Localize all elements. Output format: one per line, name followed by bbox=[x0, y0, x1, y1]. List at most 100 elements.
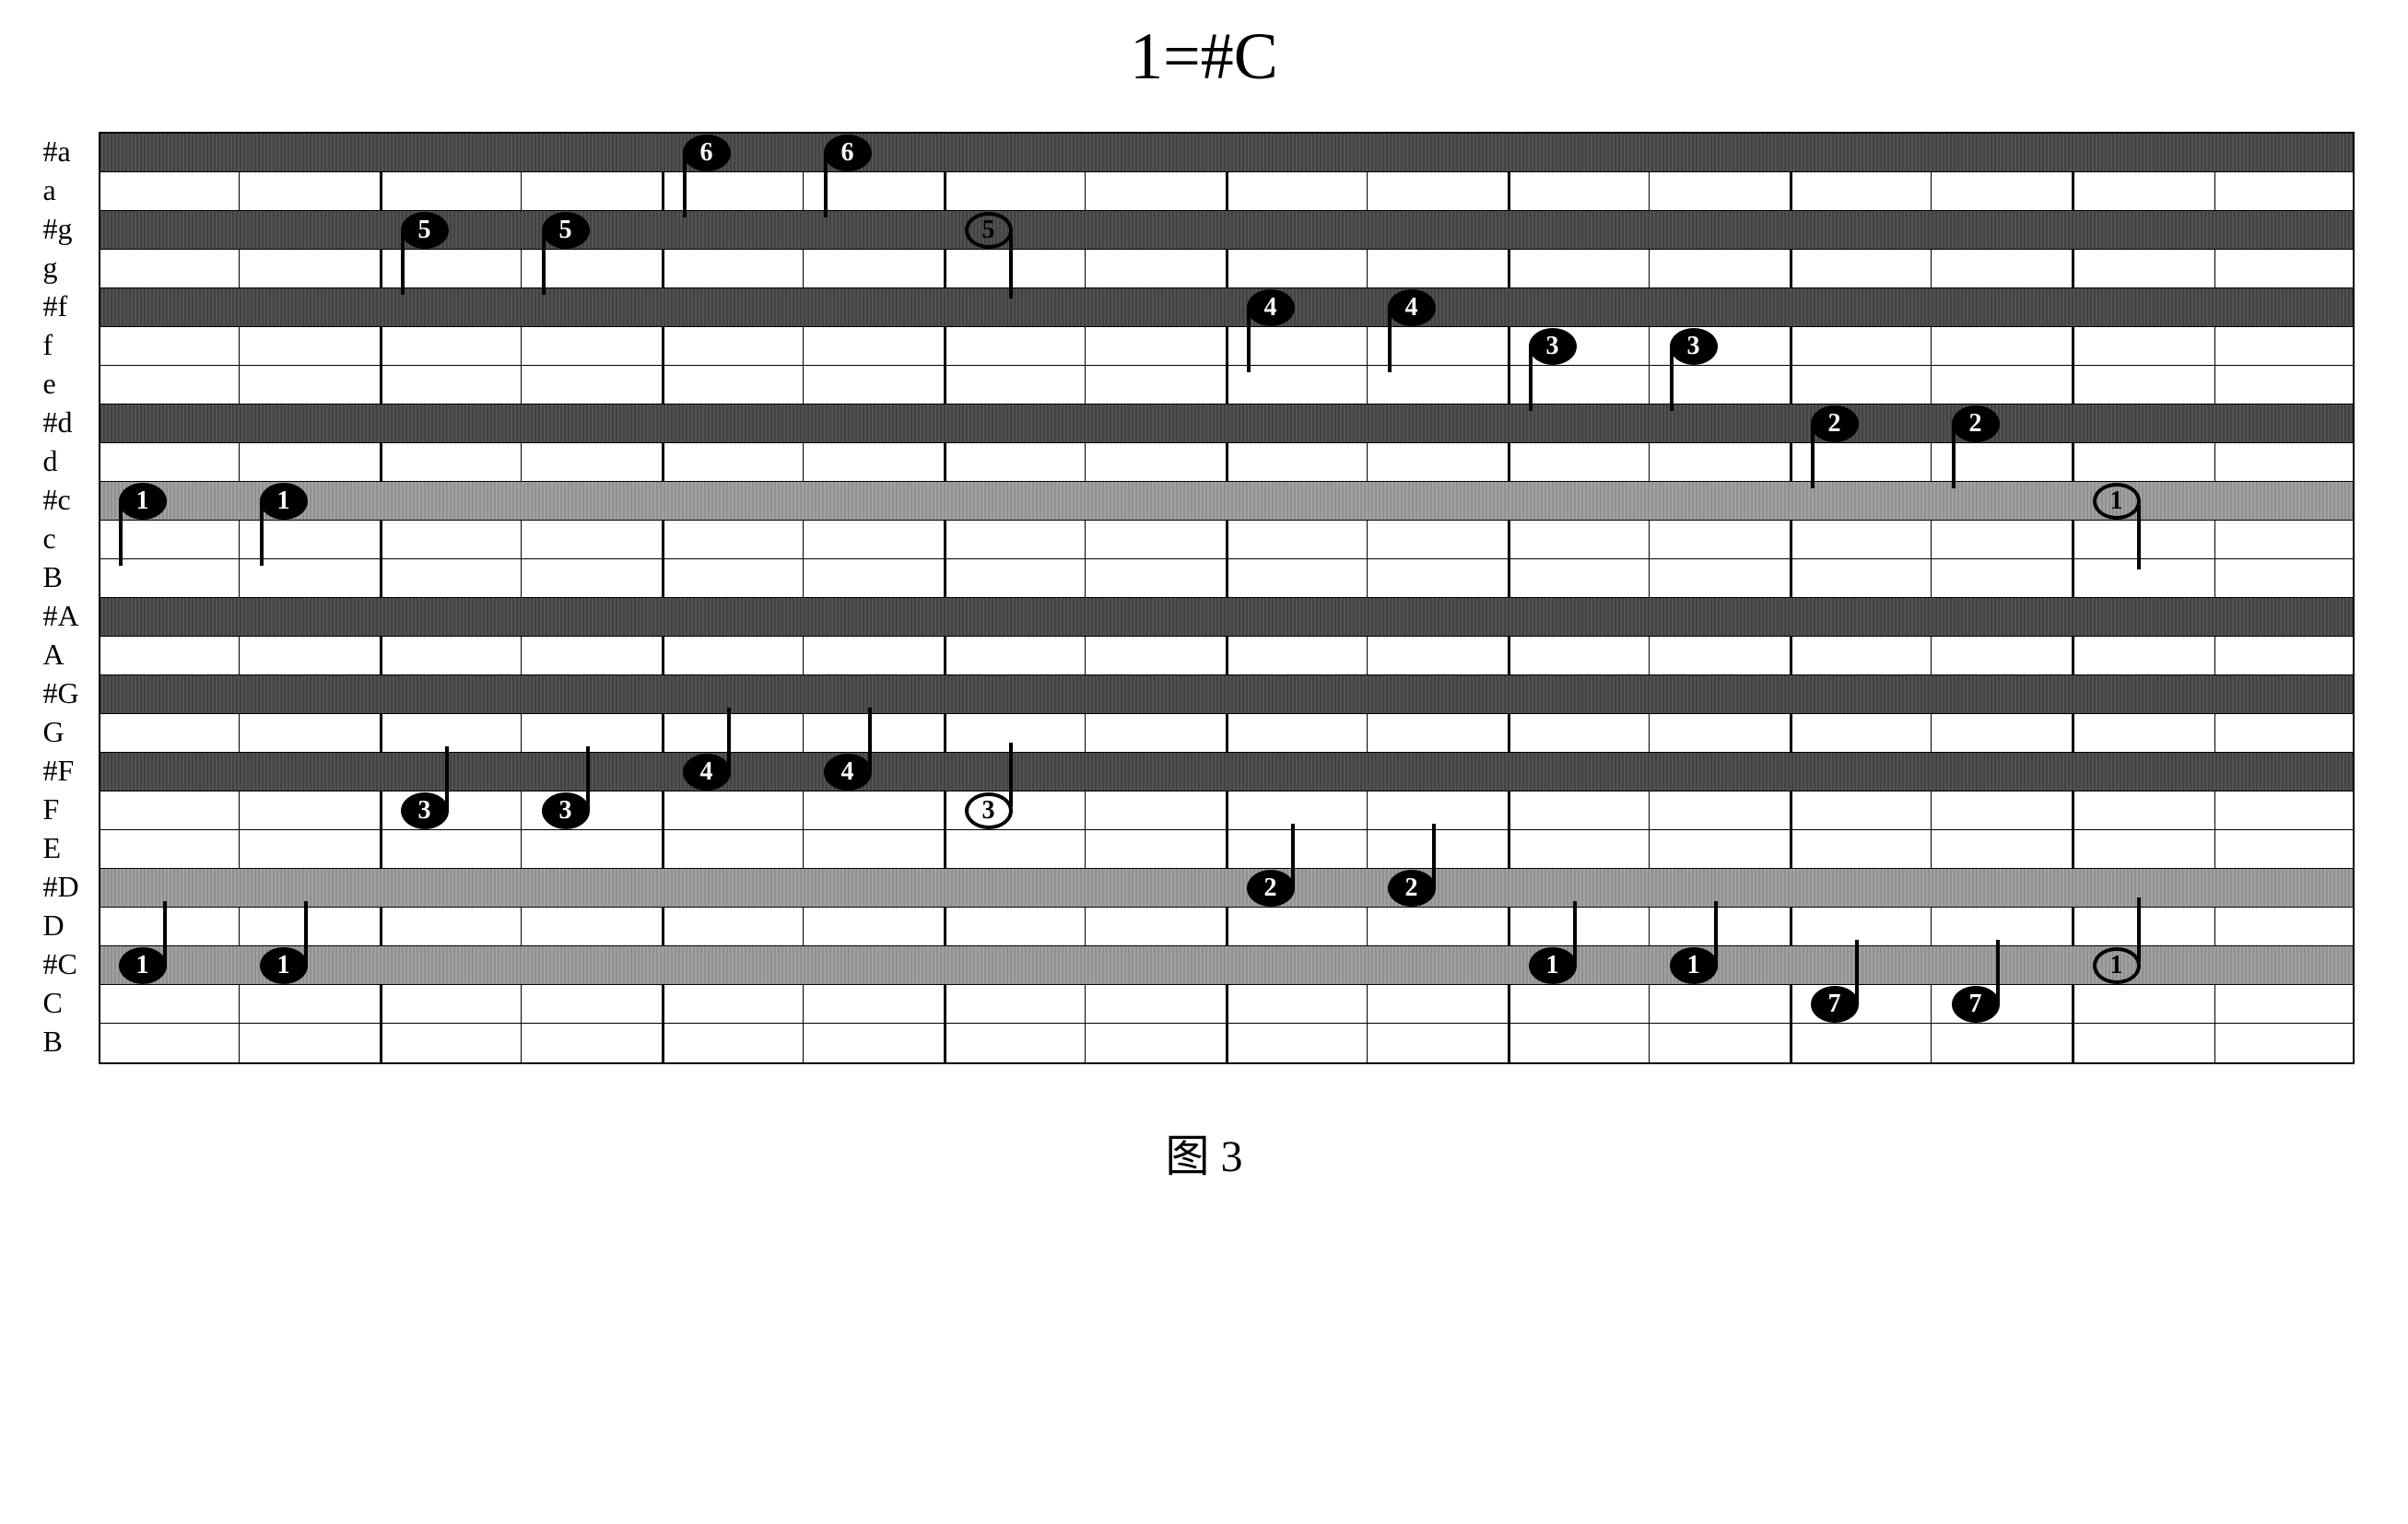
music-note: 2 bbox=[1388, 870, 1436, 907]
note-head: 4 bbox=[824, 754, 872, 791]
grid-row bbox=[100, 134, 2353, 172]
note-head: 4 bbox=[1247, 289, 1295, 326]
note-head: 1 bbox=[2093, 483, 2141, 520]
grid-row bbox=[100, 404, 2353, 443]
note-stem bbox=[868, 708, 872, 772]
note-head: 4 bbox=[683, 754, 731, 791]
grid-row bbox=[100, 637, 2353, 675]
row-label: #d bbox=[43, 403, 99, 441]
grid-row bbox=[100, 753, 2353, 791]
row-label: #c bbox=[43, 480, 99, 519]
music-note: 3 bbox=[1670, 328, 1718, 365]
note-stem bbox=[1247, 308, 1251, 372]
grid-row bbox=[100, 869, 2353, 908]
music-note: 4 bbox=[824, 754, 872, 791]
music-note: 1 bbox=[260, 947, 308, 984]
grid-row bbox=[100, 559, 2353, 598]
note-stem bbox=[586, 746, 590, 811]
note-stem bbox=[401, 230, 405, 295]
grid-row bbox=[100, 908, 2353, 946]
note-stem bbox=[683, 153, 687, 217]
row-label: B bbox=[43, 1022, 99, 1061]
grid-row bbox=[100, 327, 2353, 366]
grid-row bbox=[100, 830, 2353, 869]
row-label: #F bbox=[43, 751, 99, 790]
note-head: 1 bbox=[260, 483, 308, 520]
row-label: #a bbox=[43, 132, 99, 170]
note-head: 1 bbox=[1670, 947, 1718, 984]
note-head: 5 bbox=[542, 212, 590, 249]
music-note: 1 bbox=[1670, 947, 1718, 984]
row-label: E bbox=[43, 828, 99, 867]
row-label: #C bbox=[43, 944, 99, 983]
note-head: 1 bbox=[1529, 947, 1577, 984]
music-note: 4 bbox=[1247, 289, 1295, 326]
note-stem bbox=[119, 501, 123, 566]
row-label: F bbox=[43, 790, 99, 828]
music-note: 1 bbox=[2093, 947, 2141, 984]
music-note: 1 bbox=[1529, 947, 1577, 984]
row-label: #D bbox=[43, 867, 99, 906]
note-stem bbox=[824, 153, 828, 217]
row-label: D bbox=[43, 906, 99, 944]
music-note: 1 bbox=[260, 483, 308, 520]
row-label: #A bbox=[43, 596, 99, 635]
row-label: G bbox=[43, 712, 99, 751]
note-head: 3 bbox=[1529, 328, 1577, 365]
note-stem bbox=[1529, 346, 1533, 411]
figure-caption: 图 3 bbox=[18, 1120, 2390, 1184]
music-note: 6 bbox=[824, 135, 872, 171]
note-head: 2 bbox=[1247, 870, 1295, 907]
music-note: 1 bbox=[2093, 483, 2141, 520]
row-label: #g bbox=[43, 209, 99, 248]
note-stem bbox=[445, 746, 449, 811]
music-note: 3 bbox=[542, 792, 590, 829]
row-label: A bbox=[43, 635, 99, 674]
note-head: 5 bbox=[401, 212, 449, 249]
grid-row bbox=[100, 985, 2353, 1024]
row-label: g bbox=[43, 248, 99, 287]
note-stem bbox=[2137, 505, 2141, 569]
note-head: 6 bbox=[824, 135, 872, 171]
note-head: 1 bbox=[2093, 947, 2141, 984]
music-note: 7 bbox=[1952, 986, 2000, 1023]
music-note: 4 bbox=[1388, 289, 1436, 326]
row-labels-container: #aa#gg#ffe#dd#ccB#AA#GG#FFE#DD#CCB bbox=[43, 132, 99, 1061]
note-head: 5 bbox=[965, 212, 1013, 249]
note-head: 3 bbox=[542, 792, 590, 829]
row-label: f bbox=[43, 325, 99, 364]
note-stem bbox=[1388, 308, 1392, 372]
note-head: 2 bbox=[1388, 870, 1436, 907]
grid-row bbox=[100, 521, 2353, 559]
note-head: 1 bbox=[260, 947, 308, 984]
row-label: c bbox=[43, 519, 99, 557]
note-stem bbox=[1670, 346, 1674, 411]
music-note: 3 bbox=[401, 792, 449, 829]
row-label: e bbox=[43, 364, 99, 403]
music-note: 7 bbox=[1811, 986, 1859, 1023]
grid-row bbox=[100, 288, 2353, 327]
note-head: 2 bbox=[1811, 405, 1859, 442]
note-stem bbox=[163, 901, 167, 966]
note-stem bbox=[260, 501, 264, 566]
row-label: a bbox=[43, 170, 99, 209]
grid-row bbox=[100, 946, 2353, 985]
music-note: 2 bbox=[1952, 405, 2000, 442]
note-stem bbox=[1996, 940, 2000, 1004]
grid-row bbox=[100, 443, 2353, 482]
note-head: 3 bbox=[1670, 328, 1718, 365]
music-note: 2 bbox=[1811, 405, 1859, 442]
music-note: 2 bbox=[1247, 870, 1295, 907]
note-head: 3 bbox=[965, 792, 1013, 829]
music-note: 1 bbox=[119, 483, 167, 520]
note-head: 3 bbox=[401, 792, 449, 829]
row-label: B bbox=[43, 557, 99, 596]
chart-title: 1=#C bbox=[18, 18, 2390, 95]
music-note: 5 bbox=[965, 212, 1013, 249]
note-stem bbox=[2137, 897, 2141, 962]
grid-row bbox=[100, 675, 2353, 714]
note-stem bbox=[542, 230, 546, 295]
music-note: 6 bbox=[683, 135, 731, 171]
note-head: 7 bbox=[1952, 986, 2000, 1023]
grid-row bbox=[100, 598, 2353, 637]
